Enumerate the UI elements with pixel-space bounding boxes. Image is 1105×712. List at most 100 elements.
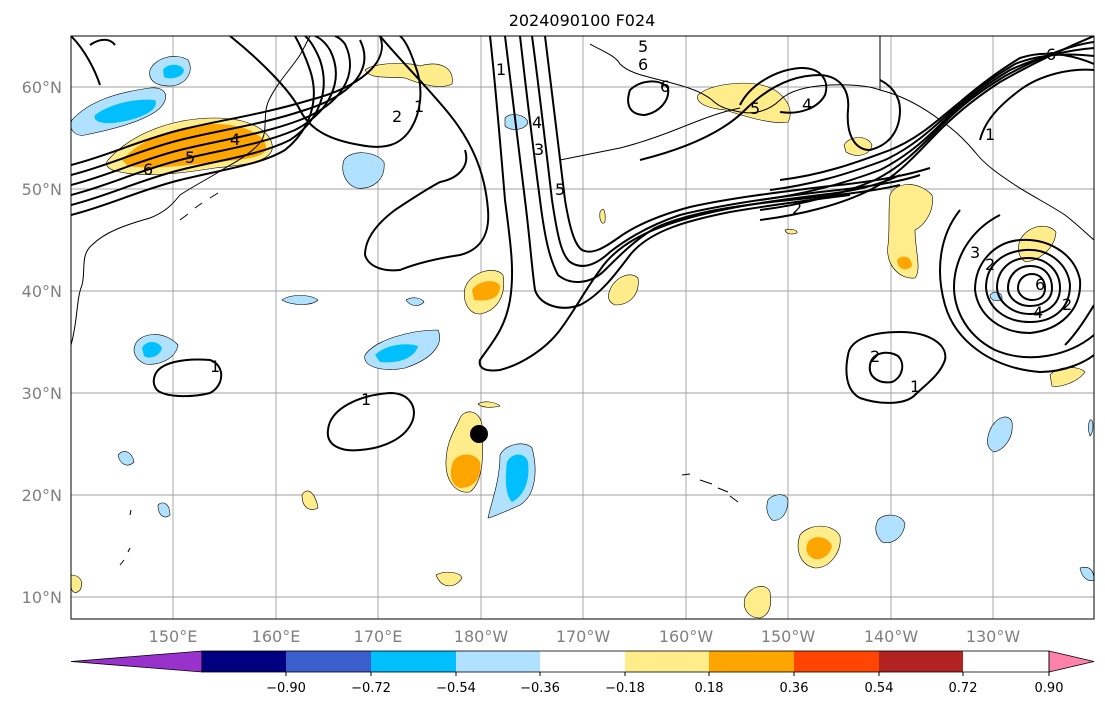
contour-alaska-ring [739,66,828,114]
contour-label: 1 [910,377,920,396]
colorbar-extend-low [70,650,203,673]
contour-nw-2 [71,36,325,206]
shade-positive-e13 [599,209,606,224]
contour-label: 1 [361,390,371,409]
contour-label: 4 [230,130,240,149]
contour-low-outer2 [1064,304,1094,346]
shade-positive-top [364,63,453,87]
latitude-labels: 60°N 50°N 40°N 30°N 20°N 10°N [22,78,62,607]
contour-label: 4 [532,113,542,132]
colorbar-segment [625,651,709,672]
colorbar-tick-label: 0.36 [780,681,809,696]
contour-ne-3 [759,47,1094,201]
contour-alaska-small [627,80,670,117]
colorbar-segment [709,651,794,672]
lon-label: 180°W [454,627,509,646]
contour-label: 5 [638,37,648,56]
colorbar-tick-label: 0.54 [865,681,894,696]
contour-label: 2 [792,199,802,218]
lat-label: 40°N [22,282,62,301]
shade-positive-e14 [784,228,798,235]
contour-label: 1 [985,125,995,144]
contour-low-3 [995,256,1062,316]
shade-positive-small [477,401,501,408]
shade-negative-nw-core [94,99,156,124]
shade-negative-c3-core [375,344,418,363]
contour-label: 6 [638,55,648,74]
contour-c-4 [531,36,921,267]
coast-hawaii [681,473,739,503]
shade-positive-s4 [435,571,463,587]
lat-label: 50°N [22,180,62,199]
lon-label: 170°E [354,627,403,646]
shade-positive-e2 [887,184,933,279]
colorbar-tick-label: 0.90 [1035,681,1064,696]
contour-label: 2 [1062,295,1072,314]
colorbar-tick-label: 0.18 [695,681,724,696]
colorbar-extend-high [1048,650,1095,673]
contour-ring-mid [845,330,947,404]
contour-ne-2 [759,41,1094,211]
contour-ring-w2 [326,391,415,452]
shade-negative-e7 [1088,419,1094,437]
colorbar-segment [879,651,963,672]
colorbar-tick-label: −0.36 [520,681,560,696]
shade-negative-nw2-core [163,64,184,79]
longitude-labels: 150°E 160°E 170°E 180°W 170°W 160°W 150°… [149,627,1021,646]
lon-label: 150°E [149,627,198,646]
shade-negative-marker-core [505,454,529,502]
contour-low-outer3 [939,209,1094,374]
colorbar-segment [286,651,371,672]
contour-label: 6 [660,77,670,96]
contour-label: 2 [985,255,995,274]
colorbar-tick-label: −0.90 [266,681,306,696]
coast-islands [119,509,132,566]
coast-aleutian [559,107,741,161]
shade-positive-e10-core [806,537,832,560]
contour-nw-left [71,36,101,86]
contour-low-outer [953,214,1094,359]
lat-label: 30°N [22,384,62,403]
contour-label: 2 [870,347,880,366]
colorbar-segment [540,651,625,672]
shade-positive-c1-core [472,281,500,301]
shade-negative-c1 [281,295,319,305]
shade-negative-c2 [405,297,425,306]
contour-label: 1 [496,60,506,79]
contour-alaska [89,38,116,46]
shade-negative-e8 [875,514,906,543]
contour-ne-4 [769,53,1094,191]
contour-label: 6 [1035,275,1045,294]
map-panel: 6 5 4 2 1 1 4 3 5 2 1 1 6 1 3 2 6 4 2 2 … [70,35,1095,620]
contour-label: 3 [534,140,544,159]
contour-label: 6 [143,160,153,179]
shade-negative-e12 [1079,567,1094,581]
shade-negative-e6 [987,416,1013,453]
lon-label: 160°E [252,627,301,646]
contour-ring-mid-inner [868,351,904,384]
contour-ring-w1 [152,358,223,398]
contour-nw-1 [71,36,315,216]
contour-low-5 [1016,272,1047,302]
colorbar-segment [794,651,879,672]
contour-label: 6 [1046,45,1056,64]
storm-position-dot [470,425,488,443]
contour-ne-6 [979,68,1094,141]
colorbar-tick-label: −0.54 [436,681,476,696]
map-frame [70,35,1095,620]
shade-positive-e11 [743,586,771,619]
shade-negative-top [504,114,529,130]
contour-label: 5 [750,99,760,118]
shade-positive-c2 [608,274,639,306]
map-title: 2024090100 F024 [509,11,656,30]
contour-label: 1 [210,357,220,376]
lon-label: 130°W [966,627,1021,646]
colorbar: −0.90 −0.72 −0.54 −0.36 −0.18 0.18 0.36 0.54 0.7… [70,650,1095,696]
colorbar-tick-label: −0.18 [605,681,645,696]
contour-label: 4 [802,95,812,114]
colorbar-segment [456,651,540,672]
coastlines [71,36,1094,566]
shade-positive-ak [697,82,791,123]
contour-nw-3 [71,36,337,196]
